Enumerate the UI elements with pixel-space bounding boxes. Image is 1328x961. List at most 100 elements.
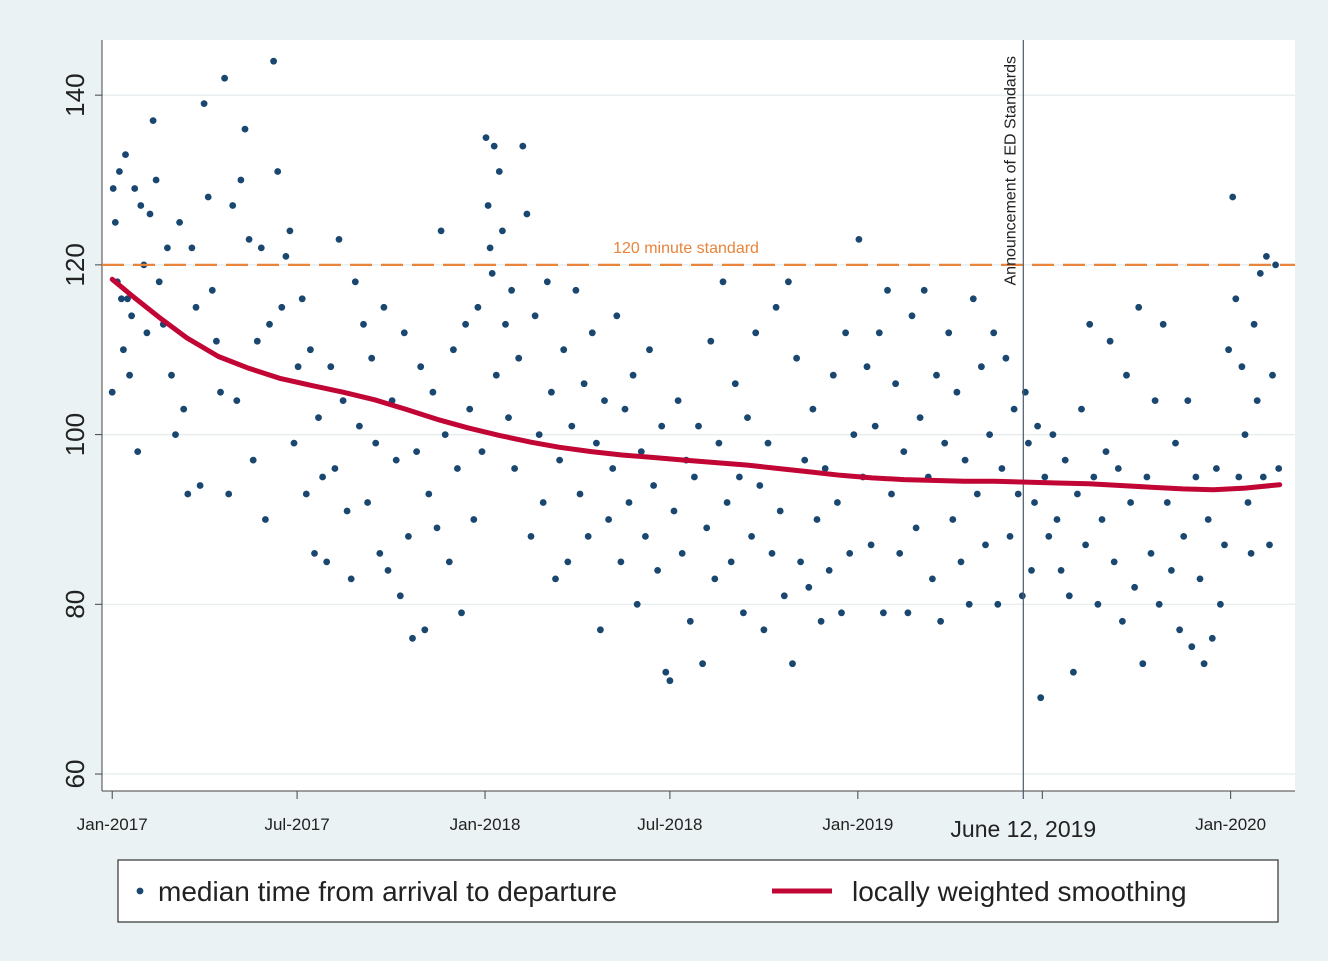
data-point [621,405,629,413]
data-point [1241,431,1249,438]
data-point [1221,541,1228,549]
data-point [584,533,592,540]
data-point [437,227,445,235]
data-point [1106,337,1114,345]
data-point [290,439,298,447]
data-point [253,337,261,345]
data-point [1065,592,1073,600]
data-point [502,320,509,328]
data-point [335,236,343,243]
data-point [601,397,608,404]
data-point [1031,499,1038,506]
data-point [1034,422,1041,430]
data-point [257,244,265,252]
data-point [658,422,666,430]
data-point [405,533,412,540]
data-point [392,456,400,464]
data-point [143,329,151,337]
data-point [413,448,420,455]
data-point [1057,567,1065,574]
plot-area [102,40,1295,791]
data-point [1078,405,1085,413]
data-point [1025,439,1032,447]
data-point [965,600,973,608]
data-point [543,278,551,286]
data-point [486,244,494,252]
data-point [180,405,188,413]
data-point [1263,253,1270,260]
data-point [441,431,449,438]
data-point [302,490,310,498]
x-tick-label: Jul-2017 [264,815,329,834]
data-point [593,439,600,447]
data-point [1235,473,1243,481]
data-point [384,567,392,574]
data-point [1232,295,1240,303]
data-point [134,448,142,455]
data-point [488,270,496,277]
data-point [495,168,503,175]
data-point [588,329,596,337]
data-point [703,524,711,532]
data-point [1213,465,1220,472]
data-point [945,329,953,337]
data-point [466,405,474,413]
data-point [462,320,469,328]
data-point [875,329,883,337]
data-point [421,626,429,634]
data-point [695,422,702,430]
legend: median time from arrival to departure lo… [117,859,1279,923]
data-point [262,516,269,523]
data-point [200,100,208,107]
data-point [152,176,160,184]
data-point [637,448,645,455]
data-point [1131,583,1138,591]
data-point [505,414,512,421]
data-point [128,312,136,320]
data-point [266,320,273,328]
data-point [986,431,993,438]
data-point [548,388,555,396]
data-point [678,550,686,557]
data-point [670,507,678,515]
data-point [527,533,535,540]
data-point [748,533,755,540]
data-point [884,286,891,294]
data-point [892,380,899,388]
data-point [961,456,969,464]
data-point [1192,473,1200,481]
data-point [1229,193,1237,201]
data-point [1135,303,1143,311]
data-point [813,516,821,523]
data-point [109,185,117,192]
data-point [249,456,257,464]
data-point [793,354,800,362]
data-point [221,74,229,82]
data-point [400,329,408,337]
data-point [744,414,751,421]
data-point [1159,320,1167,328]
data-point [842,329,849,337]
data-point [564,558,572,566]
data-point [1163,499,1171,506]
data-point [825,567,833,574]
data-point [1006,533,1014,540]
data-point [1070,668,1077,676]
data-point [327,363,335,371]
data-point [633,600,641,608]
data-point [1094,600,1102,608]
y-tick-label: 140 [60,73,90,116]
data-point [805,583,813,591]
data-point [760,626,768,634]
data-point [556,456,563,464]
data-point [662,668,670,676]
data-point [429,388,437,396]
data-point [368,354,376,362]
data-point [723,499,731,506]
data-point [1272,261,1279,269]
data-point [617,558,625,566]
data-point [245,236,253,243]
data-point [319,473,326,481]
data-point [1275,465,1283,472]
